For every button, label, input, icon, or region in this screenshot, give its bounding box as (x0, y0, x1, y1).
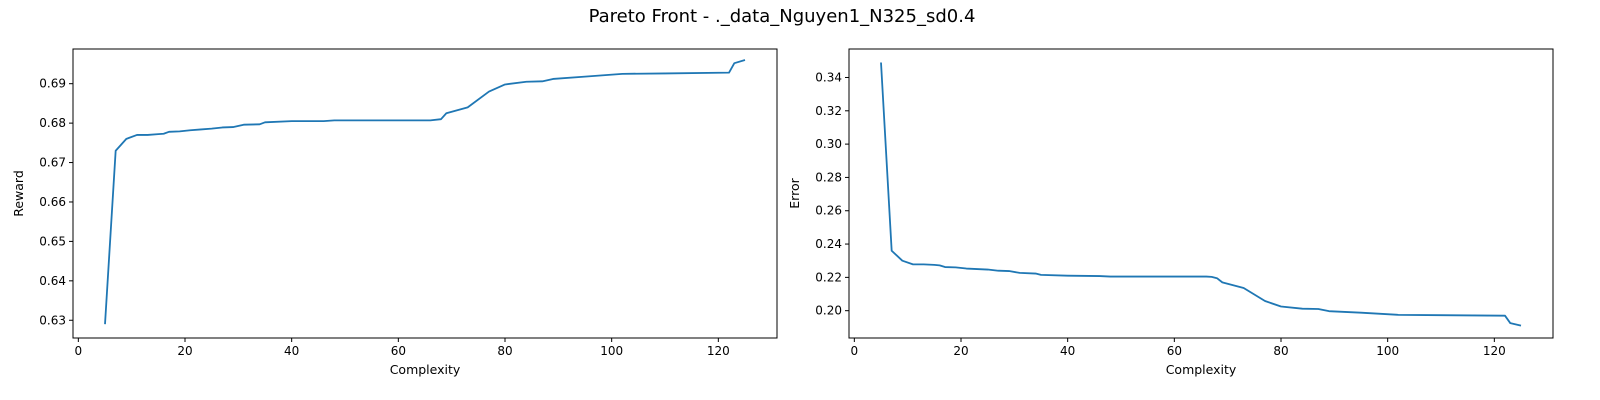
reward-axes-frame (72, 48, 778, 339)
reward-y-tick-label: 0.64 (39, 274, 66, 288)
reward-x-tick-label: 60 (391, 344, 406, 358)
error-axes-frame (848, 48, 1554, 339)
error-y-tick-label: 0.24 (815, 237, 842, 251)
error-y-tick-label: 0.34 (815, 70, 842, 84)
reward-y-tick-label: 0.67 (39, 156, 66, 170)
error-series-line (880, 62, 1522, 327)
reward-series-line (104, 59, 746, 325)
reward-y-tick-label: 0.63 (39, 313, 66, 327)
error-y-tick-label: 0.32 (815, 104, 842, 118)
error-chart: 0 20 40 60 80 100 120 0.20 0.22 0.24 0.26 0.28 0.30 0… (787, 48, 1554, 377)
error-x-tick-label: 20 (953, 344, 968, 358)
reward-x-axis-label: Complexity (390, 362, 461, 377)
reward-y-tick-label: 0.66 (39, 195, 66, 209)
error-y-tick-label: 0.20 (815, 304, 842, 318)
error-y-tick-label: 0.22 (815, 270, 842, 284)
error-x-axis-label: Complexity (1166, 362, 1237, 377)
reward-x-tick-label: 20 (177, 344, 192, 358)
error-x-tick-label: 40 (1060, 344, 1075, 358)
reward-chart: 0 20 40 60 80 100 120 0.63 0.64 0.65 0.66 0.67 0.68 0… (11, 48, 778, 377)
reward-x-tick-label: 40 (284, 344, 299, 358)
reward-x-tick-label: 100 (600, 344, 623, 358)
error-y-axis-label: Error (787, 177, 802, 208)
error-y-tick-label: 0.30 (815, 137, 842, 151)
reward-y-tick-label: 0.65 (39, 234, 66, 248)
error-y-tick-label: 0.26 (815, 204, 842, 218)
reward-y-tick-label: 0.69 (39, 77, 66, 91)
error-x-tick-label: 120 (1483, 344, 1506, 358)
reward-x-tick-label: 0 (75, 344, 83, 358)
error-x-tick-label: 80 (1273, 344, 1288, 358)
reward-x-tick-label: 80 (497, 344, 512, 358)
error-x-tick-label: 60 (1167, 344, 1182, 358)
reward-x-tick-label: 120 (707, 344, 730, 358)
error-x-tick-label: 0 (851, 344, 859, 358)
reward-y-axis-label: Reward (11, 170, 26, 217)
reward-y-tick-label: 0.68 (39, 116, 66, 130)
figure-title: Pareto Front - ._data_Nguyen1_N325_sd0.4 (589, 6, 976, 27)
error-y-tick-label: 0.28 (815, 170, 842, 184)
error-x-tick-label: 100 (1376, 344, 1399, 358)
